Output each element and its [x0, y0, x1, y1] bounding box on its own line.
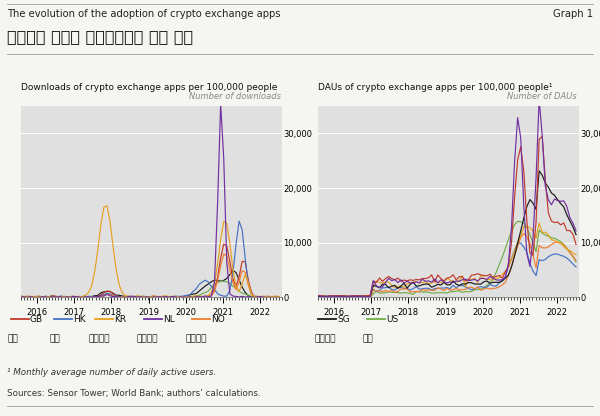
Text: 네덜란드: 네덜란드 [137, 334, 158, 344]
Text: US: US [386, 315, 398, 324]
Text: ¹ Monthly average number of daily active users.: ¹ Monthly average number of daily active… [7, 368, 217, 377]
Text: Graph 1: Graph 1 [553, 9, 593, 19]
Text: The evolution of the adoption of crypto exchange apps: The evolution of the adoption of crypto … [7, 9, 281, 19]
Text: 대한민국: 대한민국 [89, 334, 110, 344]
Text: Downloads of crypto exchange apps per 100,000 people: Downloads of crypto exchange apps per 10… [21, 83, 277, 92]
Text: 노르웨이: 노르웨이 [186, 334, 208, 344]
Text: NL: NL [163, 315, 175, 324]
Text: KR: KR [114, 315, 126, 324]
Text: Sources: Sensor Tower; World Bank; authors’ calculations.: Sources: Sensor Tower; World Bank; autho… [7, 389, 261, 398]
Text: 미국: 미국 [362, 334, 373, 344]
Text: HK: HK [73, 315, 86, 324]
Text: DAUs of crypto exchange apps per 100,000 people¹: DAUs of crypto exchange apps per 100,000… [318, 83, 553, 92]
Text: NO: NO [211, 315, 225, 324]
Text: SG: SG [337, 315, 350, 324]
Text: GB: GB [30, 315, 43, 324]
Text: Number of downloads: Number of downloads [189, 92, 281, 102]
Text: Number of DAUs: Number of DAUs [508, 92, 577, 102]
Text: 싱가포르: 싱가포르 [314, 334, 336, 344]
Text: 가상화포 거래소 애플리케이션 사용 정도: 가상화포 거래소 애플리케이션 사용 정도 [7, 29, 193, 44]
Text: 영국: 영국 [7, 334, 18, 344]
Text: 홍콩: 홍콩 [49, 334, 60, 344]
